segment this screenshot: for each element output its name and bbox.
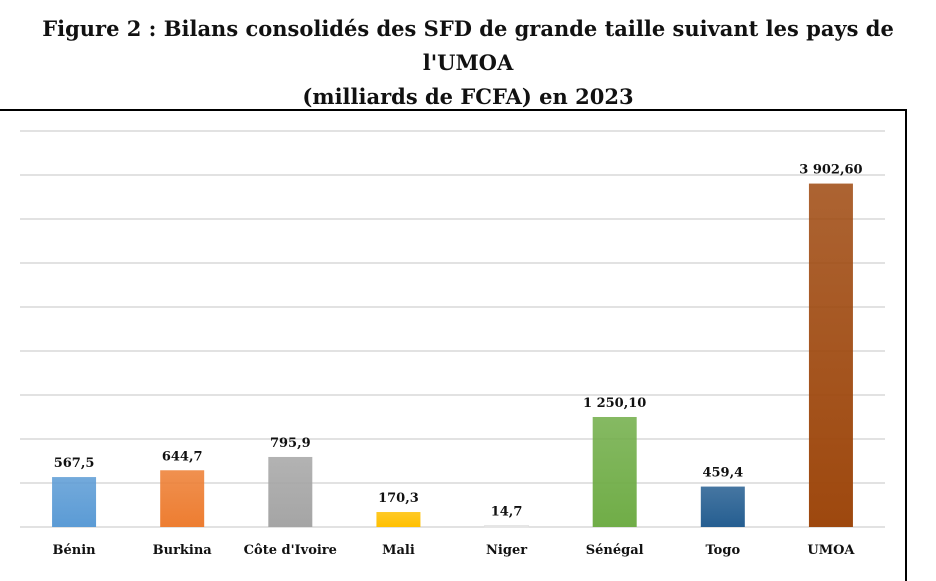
value-label: 1 250,10 xyxy=(583,396,646,411)
bar-4 xyxy=(484,525,530,528)
value-label: 170,3 xyxy=(378,491,419,506)
value-label: 795,9 xyxy=(270,436,311,451)
category-label: UMOA xyxy=(807,543,855,558)
bar-2 xyxy=(268,456,313,527)
title-line-1: Figure 2 : Bilans consolidés des SFD de … xyxy=(42,16,894,75)
bar-6 xyxy=(700,486,745,527)
bar-0 xyxy=(52,477,97,527)
bar-1 xyxy=(160,470,205,527)
category-label: Sénégal xyxy=(586,543,644,558)
value-label: 14,7 xyxy=(491,505,523,520)
title-line-2: (milliards de FCFA) en 2023 xyxy=(302,84,634,109)
chart-frame xyxy=(0,109,907,581)
category-label: Niger xyxy=(486,543,527,558)
bar-chart: 567,5 Bénin 644,7 Burkina 795,9 Côte d'Ivoire… xyxy=(20,130,885,558)
value-label: 459,4 xyxy=(702,466,743,481)
category-label: Mali xyxy=(382,543,415,558)
value-label: 644,7 xyxy=(162,449,203,464)
value-label: 567,5 xyxy=(54,456,95,471)
chart-title: Figure 2 : Bilans consolidés des SFD de … xyxy=(0,12,936,114)
bar-5 xyxy=(592,416,637,527)
value-label: 3 902,60 xyxy=(799,163,862,178)
bar-7 xyxy=(808,183,853,527)
category-label: Bénin xyxy=(53,543,97,558)
bar-3 xyxy=(376,512,421,527)
category-label: Togo xyxy=(706,543,741,558)
category-label: Côte d'Ivoire xyxy=(244,543,337,558)
category-label: Burkina xyxy=(153,543,213,558)
